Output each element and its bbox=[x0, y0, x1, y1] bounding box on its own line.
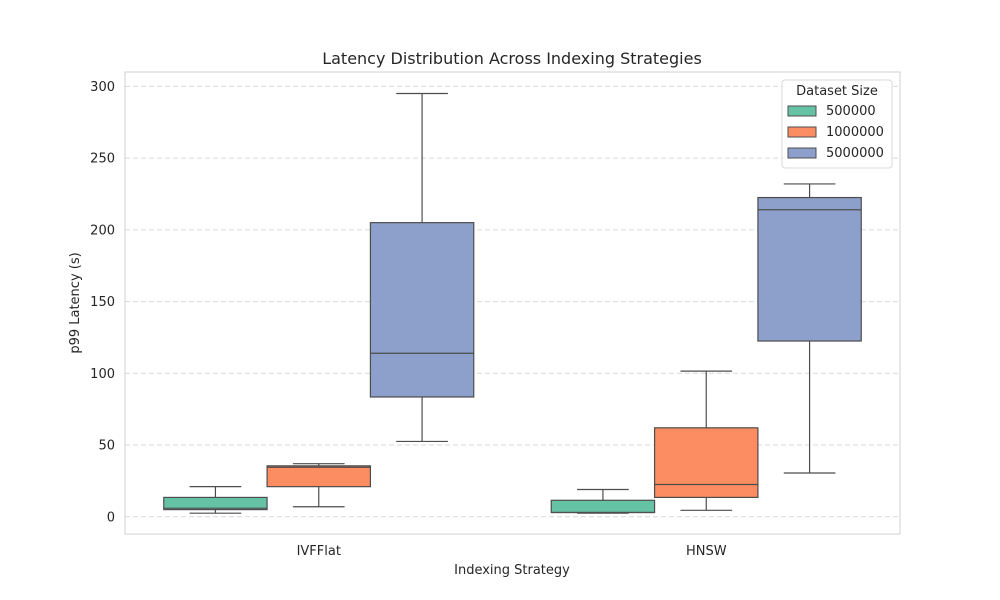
x-axis-title: Indexing Strategy bbox=[454, 563, 570, 578]
legend: Dataset Size 500000 1000000 5000000 bbox=[781, 79, 893, 169]
y-tick-label: 250 bbox=[90, 152, 115, 167]
y-tick-label: 300 bbox=[90, 80, 115, 95]
chart-title: Latency Distribution Across Indexing Str… bbox=[322, 49, 702, 68]
box-body bbox=[369, 222, 475, 398]
y-tick-label: 200 bbox=[90, 223, 115, 238]
legend-label: 5000000 bbox=[826, 146, 884, 161]
box-body bbox=[163, 496, 268, 511]
legend-swatch bbox=[787, 105, 817, 117]
box-hnsw-5000000 bbox=[757, 183, 862, 474]
box-body bbox=[653, 427, 759, 499]
legend-swatch bbox=[787, 126, 817, 138]
box-hnsw-1000000 bbox=[653, 370, 759, 511]
x-tick-label: HNSW bbox=[686, 544, 727, 559]
y-tick-label: 50 bbox=[98, 439, 115, 454]
y-tick-label: 0 bbox=[107, 510, 115, 525]
box-ivfflat-5000000 bbox=[369, 92, 475, 443]
box-series bbox=[163, 92, 862, 514]
box-ivfflat-1000000 bbox=[266, 463, 372, 508]
legend-title: Dataset Size bbox=[796, 84, 878, 99]
box-hnsw-500000 bbox=[550, 488, 656, 514]
y-tick-label: 150 bbox=[90, 295, 115, 310]
plot-area-frame bbox=[124, 71, 901, 535]
box-body bbox=[550, 499, 656, 514]
legend-label: 1000000 bbox=[826, 125, 884, 140]
y-axis-title: p99 Latency (s) bbox=[68, 252, 83, 353]
x-tick-label: IVFFlat bbox=[297, 544, 341, 559]
box-body bbox=[757, 196, 862, 342]
legend-swatch bbox=[787, 147, 817, 159]
x-axis-ticks: IVFFlat HNSW bbox=[297, 544, 727, 559]
box-ivfflat-500000 bbox=[163, 486, 268, 514]
legend-label: 500000 bbox=[826, 104, 876, 119]
grid-lines bbox=[125, 85, 900, 518]
y-axis-ticks: 0 50 100 150 200 250 300 bbox=[90, 80, 115, 525]
box-body bbox=[266, 465, 372, 488]
y-tick-label: 100 bbox=[90, 367, 115, 382]
legend-frame bbox=[781, 79, 893, 169]
